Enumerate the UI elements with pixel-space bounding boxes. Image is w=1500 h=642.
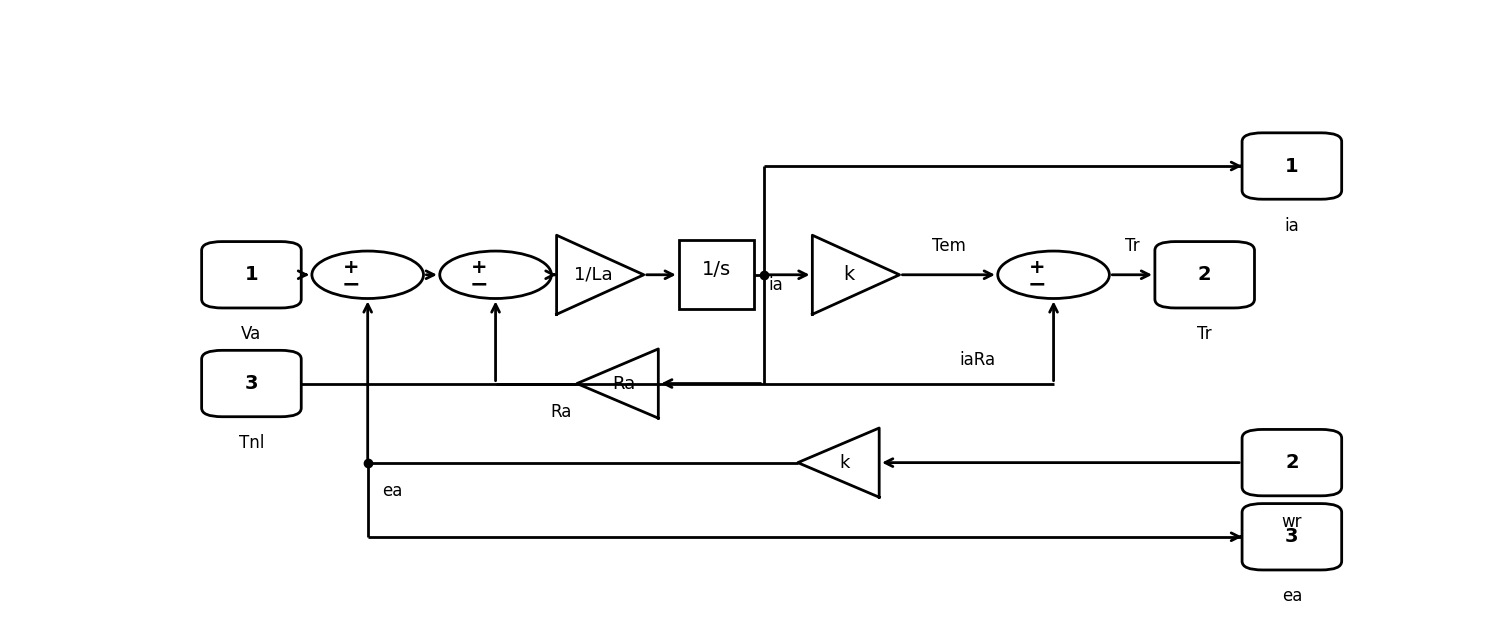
- Text: Va: Va: [242, 325, 261, 343]
- Text: k: k: [843, 265, 855, 284]
- Text: Tr: Tr: [1125, 237, 1140, 255]
- Circle shape: [440, 251, 552, 299]
- Text: wr: wr: [1281, 513, 1302, 531]
- Text: Ra: Ra: [612, 374, 636, 392]
- Text: 2: 2: [1198, 265, 1212, 284]
- Circle shape: [312, 251, 423, 299]
- Text: +: +: [342, 258, 358, 277]
- Text: Ra: Ra: [550, 403, 572, 421]
- FancyBboxPatch shape: [201, 351, 302, 417]
- FancyBboxPatch shape: [201, 241, 302, 308]
- Text: −: −: [1028, 275, 1045, 295]
- Text: ia: ia: [1284, 216, 1299, 234]
- Text: 1/La: 1/La: [574, 266, 612, 284]
- Text: ia: ia: [768, 276, 783, 294]
- FancyBboxPatch shape: [1242, 429, 1341, 496]
- Text: k: k: [840, 454, 850, 472]
- Text: Tem: Tem: [932, 237, 966, 255]
- Text: 1: 1: [244, 265, 258, 284]
- Bar: [678, 240, 754, 309]
- Circle shape: [998, 251, 1110, 299]
- Text: 3: 3: [244, 374, 258, 393]
- Text: +: +: [471, 258, 488, 277]
- Text: Tr: Tr: [1197, 325, 1212, 343]
- Text: 2: 2: [1286, 453, 1299, 472]
- Text: 3: 3: [1286, 527, 1299, 546]
- Text: 1: 1: [1286, 157, 1299, 175]
- Text: Tnl: Tnl: [238, 434, 264, 452]
- Text: ea: ea: [1281, 587, 1302, 605]
- Text: iaRa: iaRa: [960, 351, 996, 369]
- Text: −: −: [342, 275, 360, 295]
- FancyBboxPatch shape: [1242, 133, 1341, 199]
- Text: −: −: [470, 275, 488, 295]
- Text: 1/s: 1/s: [702, 260, 730, 279]
- FancyBboxPatch shape: [1155, 241, 1254, 308]
- Text: ea: ea: [381, 482, 402, 500]
- Text: +: +: [1029, 258, 1045, 277]
- FancyBboxPatch shape: [1242, 503, 1341, 570]
